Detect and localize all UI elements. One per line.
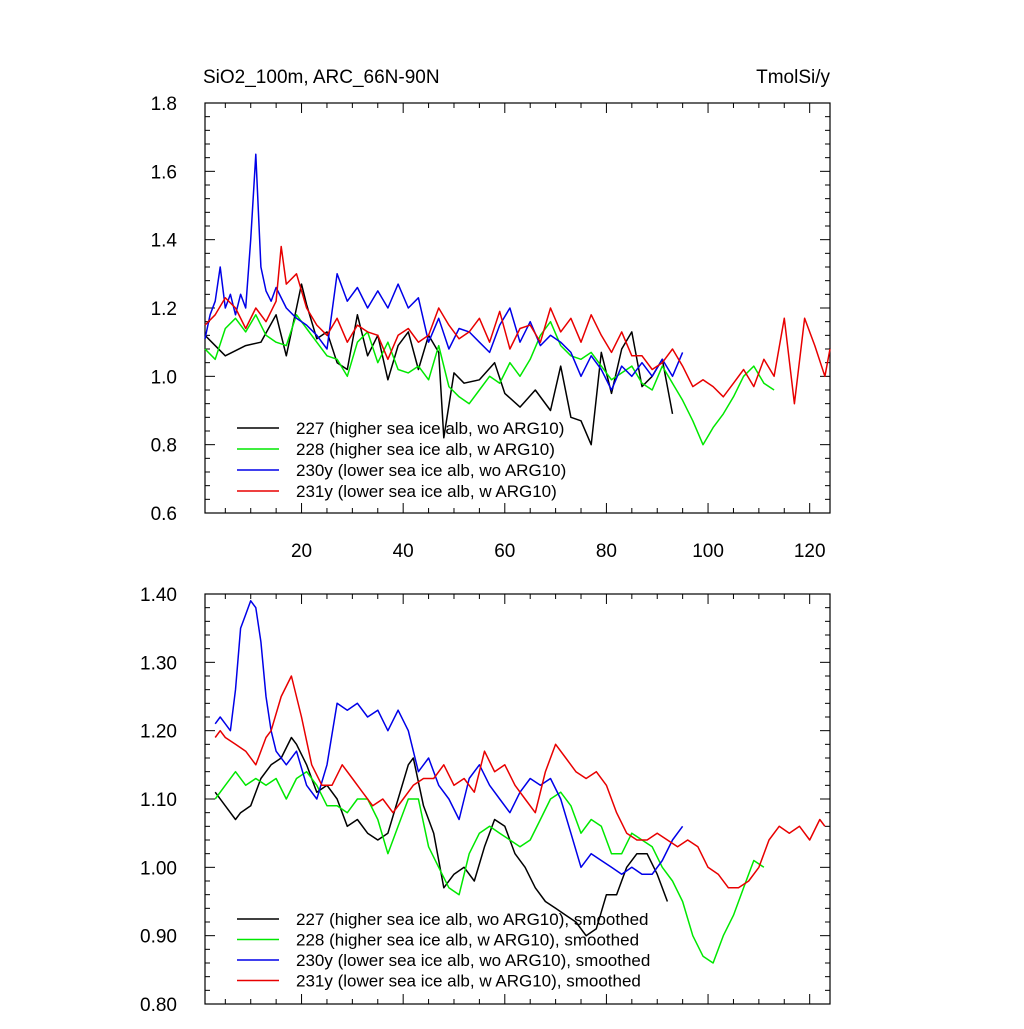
x-tick-label: 80: [596, 541, 617, 562]
series-line-2: [204, 314, 775, 446]
legend-entry-3: 230y (lower sea ice alb, wo ARG10): [296, 461, 566, 480]
y-tick-label: 1.20: [140, 722, 177, 743]
x-tick-label: 120: [794, 541, 826, 562]
y-tick-label: 1.4: [151, 231, 178, 252]
top-panel: 0.6 0.8 1.0 1.2 1.4 1.6 1.8 20 40 60 80 100 120 227 (…: [151, 94, 831, 562]
legend-entry-4: 231y (lower sea ice alb, w ARG10), smoot…: [296, 972, 641, 991]
series-line-4: [204, 245, 831, 405]
legend-entry-4: 231y (lower sea ice alb, w ARG10): [296, 482, 557, 501]
x-tick-label: 40: [393, 541, 414, 562]
bottom-panel: 0.80 0.90 1.00 1.10 1.20 1.30 1.40 227 (higher …: [140, 585, 831, 1016]
series-line-2: [214, 770, 765, 964]
y-tick-label: 1.10: [140, 790, 177, 811]
y-tick-label: 1.6: [151, 162, 177, 183]
y-tick-label: 1.00: [140, 858, 177, 879]
legend-entry-3: 230y (lower sea ice alb, wo ARG10), smoo…: [296, 951, 650, 970]
x-tick-label: 60: [494, 541, 515, 562]
y-tick-label: 0.90: [140, 927, 177, 948]
series-line-3: [204, 153, 684, 391]
y-tick-label: 1.0: [151, 367, 177, 388]
series-line-3: [214, 600, 684, 875]
series-line-1: [214, 736, 669, 937]
y-tick-label: 0.80: [140, 995, 177, 1016]
y-tick-label: 0.8: [151, 436, 177, 457]
legend-entry-1: 227 (higher sea ice alb, wo ARG10): [296, 419, 564, 438]
series-line-1: [204, 283, 674, 446]
top-chart-units: TmolSi/y: [756, 67, 830, 88]
top-chart-title: SiO2_100m, ARC_66N-90N: [203, 67, 440, 88]
legend-entry-1: 227 (higher sea ice alb, wo ARG10), smoo…: [296, 910, 648, 929]
legend-entry-2: 228 (higher sea ice alb, w ARG10): [296, 440, 555, 459]
y-tick-label: 1.8: [151, 94, 177, 115]
x-tick-label: 100: [692, 541, 724, 562]
x-tick-label: 20: [291, 541, 312, 562]
series-line-4: [214, 675, 826, 889]
y-tick-label: 1.2: [151, 299, 177, 320]
y-tick-label: 1.40: [140, 585, 177, 606]
top-panel-header: SiO2_100m, ARC_66N-90N TmolSi/y: [203, 67, 830, 88]
y-tick-label: 1.30: [140, 653, 177, 674]
y-tick-label: 0.6: [151, 504, 177, 525]
legend-entry-2: 228 (higher sea ice alb, w ARG10), smoot…: [296, 931, 639, 950]
